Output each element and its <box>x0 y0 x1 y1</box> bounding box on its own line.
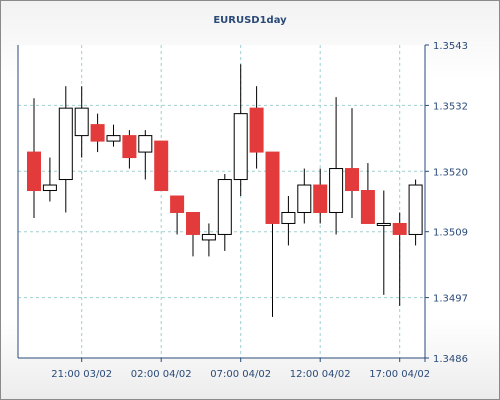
candle-body-down <box>313 184 328 213</box>
candle-body-down <box>265 151 280 224</box>
candle <box>329 97 344 235</box>
candle <box>74 86 89 158</box>
candle <box>90 113 105 153</box>
candle-body-down <box>154 140 169 192</box>
candle-body-up <box>217 179 232 235</box>
candle-body-up <box>58 107 73 181</box>
candle <box>186 211 200 257</box>
y-tick-label: 1.3509 <box>433 228 468 239</box>
x-tick-label: 07:00 04/02 <box>210 369 271 380</box>
candle-body-up <box>138 135 153 153</box>
x-tick-label: 02:00 04/02 <box>131 369 192 380</box>
candle-body-down <box>249 107 264 153</box>
candle <box>376 190 391 295</box>
candle <box>392 212 407 306</box>
y-tick-label: 1.3497 <box>433 294 468 305</box>
candle <box>345 108 359 218</box>
candle <box>233 64 248 197</box>
candle-body-down <box>360 190 375 224</box>
candle <box>297 168 312 224</box>
x-tick-label: 12:00 04/02 <box>290 369 351 380</box>
axes <box>17 44 429 362</box>
candle-body-down <box>170 195 185 213</box>
candle-body-up <box>376 222 391 226</box>
candle <box>27 98 41 218</box>
candle-body-up <box>408 184 423 235</box>
candle <box>313 168 328 224</box>
y-tick-label: 1.3543 <box>433 41 468 52</box>
candle <box>201 223 216 257</box>
candle-body-up <box>297 184 312 213</box>
tick-labels: 1.3486 1.3497 1.3509 1.3520 1.3532 1.3543 21:0… <box>51 41 468 380</box>
candle <box>42 157 57 202</box>
candle <box>154 140 169 192</box>
candle <box>360 163 375 224</box>
x-tick-label: 17:00 04/02 <box>369 369 430 380</box>
candle-body-down <box>186 211 200 235</box>
chart-title: EURUSD1day <box>213 15 287 26</box>
candle <box>58 86 73 213</box>
candle <box>106 124 121 147</box>
candle-body-up <box>42 184 57 192</box>
candle <box>281 196 296 246</box>
candle-body-up <box>233 113 248 181</box>
candle-body-up <box>329 168 344 213</box>
candle-body-down <box>392 222 407 235</box>
candle-body-up <box>281 211 296 224</box>
candle <box>249 86 264 169</box>
candles <box>27 64 423 317</box>
candle-body-down <box>90 124 105 142</box>
candle-body-down <box>27 151 41 192</box>
candle <box>122 130 137 169</box>
candle <box>408 179 423 246</box>
y-tick-label: 1.3520 <box>433 167 468 178</box>
candle-body-up <box>201 233 216 241</box>
y-tick-label: 1.3532 <box>433 101 468 112</box>
candle <box>217 174 232 251</box>
candle-body-up <box>106 135 121 142</box>
candle-body-down <box>345 168 359 192</box>
candle <box>265 151 280 317</box>
candle <box>138 130 153 180</box>
candle-body-up <box>74 107 89 137</box>
y-tick-label: 1.3486 <box>433 354 468 365</box>
x-tick-label: 21:00 03/02 <box>51 369 112 380</box>
candle <box>170 195 185 235</box>
candle-body-down <box>122 135 137 159</box>
